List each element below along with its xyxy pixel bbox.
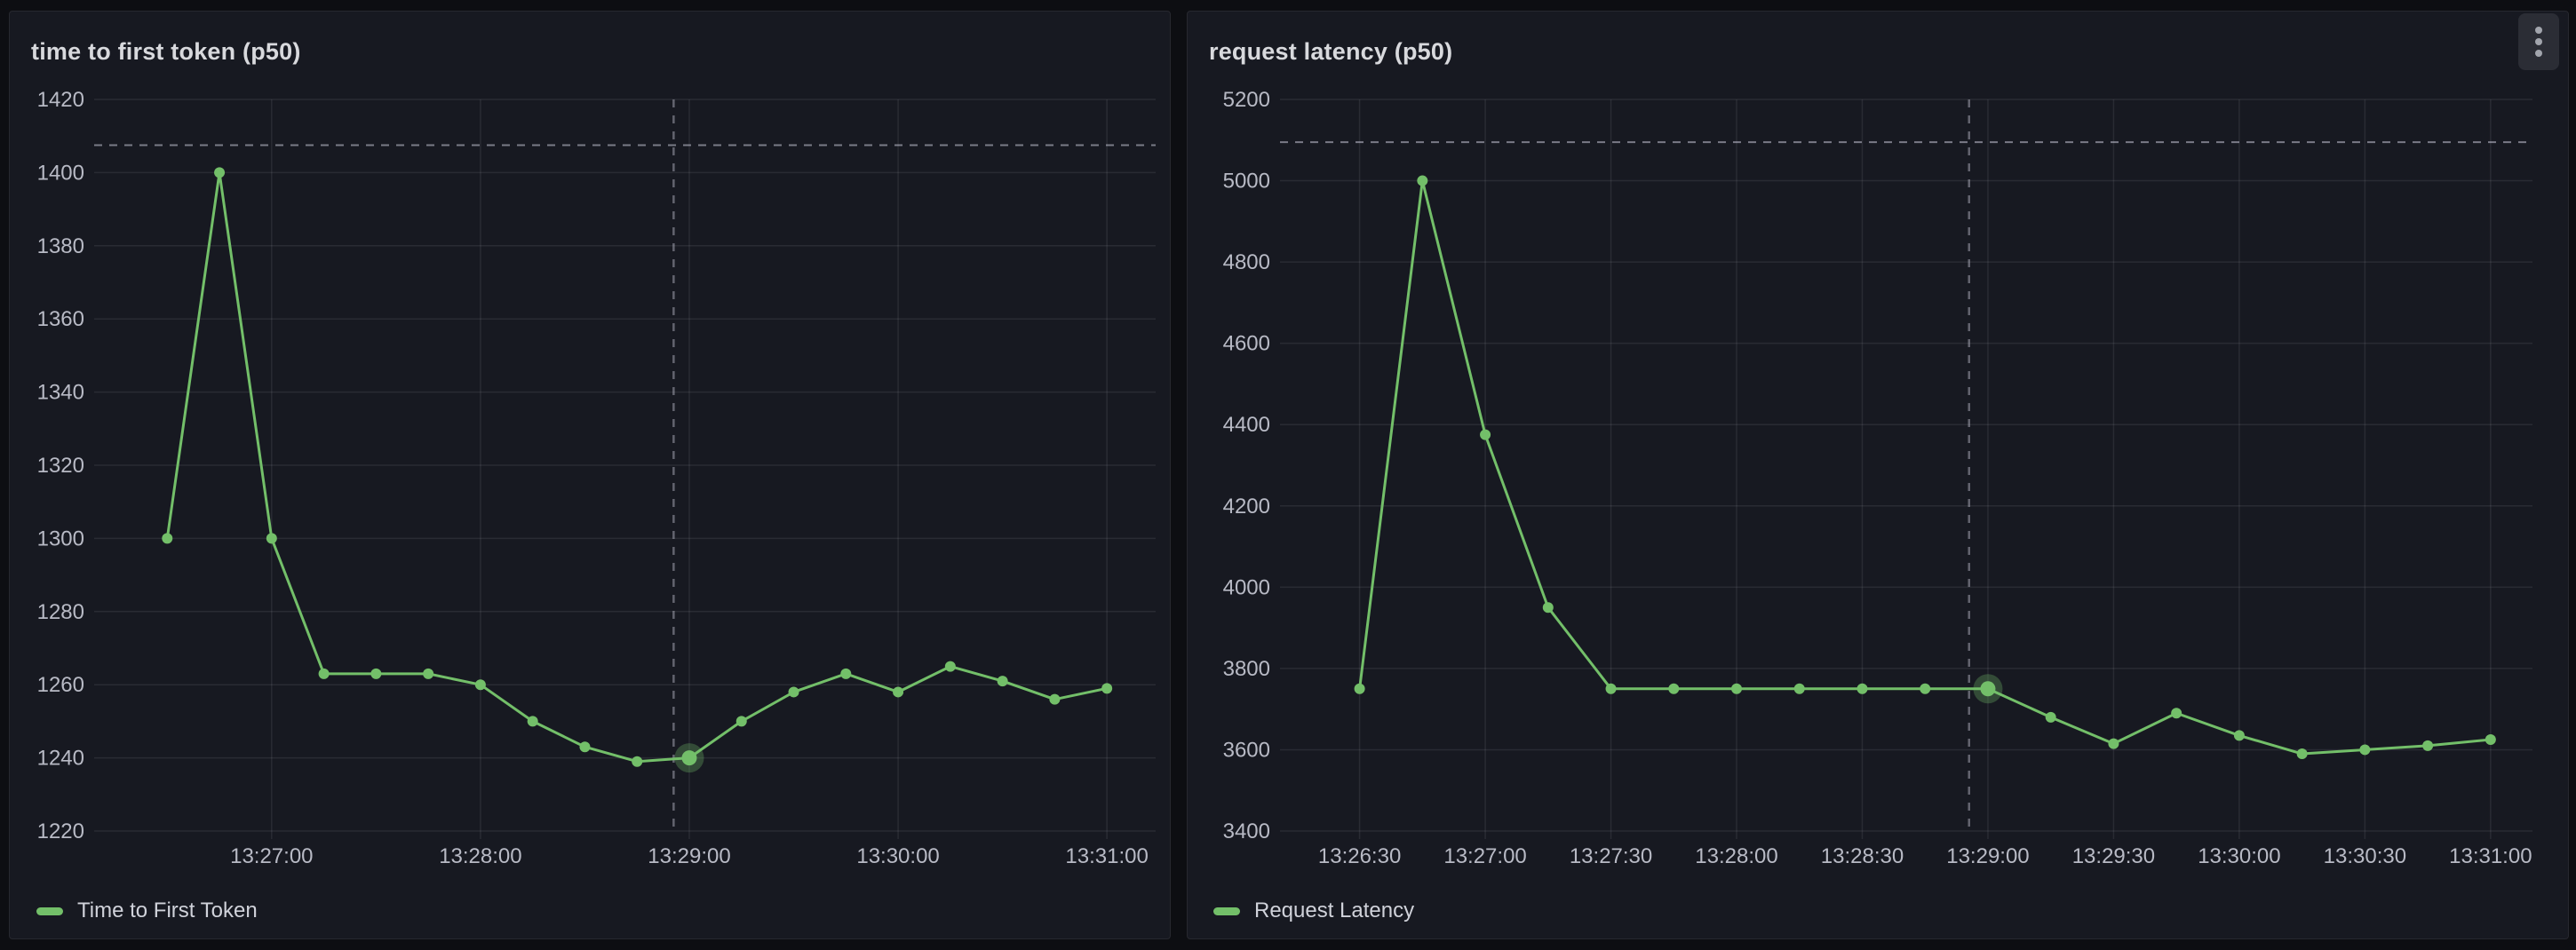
data-point[interactable] <box>840 668 852 679</box>
x-tick-label: 13:28:30 <box>1821 844 1904 868</box>
y-tick-label: 4200 <box>1223 495 1270 519</box>
data-point[interactable] <box>318 668 330 679</box>
panel-title-latency[interactable]: request latency (p50) <box>1209 38 1453 65</box>
data-point[interactable] <box>2108 738 2119 749</box>
data-point[interactable] <box>2422 740 2434 751</box>
data-point[interactable] <box>1101 683 1113 694</box>
axis-tick-labels: 3400 3600 3800 4000 4200 4400 4600 4800 5000 5200… <box>1223 88 2532 868</box>
x-tick-label: 13:26:30 <box>1318 844 1401 868</box>
data-point[interactable] <box>1542 602 1554 614</box>
axis-tick-labels: 1220 1240 1260 1280 1300 1320 1340 1360 1380 1400… <box>37 88 1149 868</box>
legend-swatch-green <box>1213 906 1240 915</box>
y-tick-label: 1260 <box>37 673 84 697</box>
x-tick-label: 13:31:00 <box>1065 844 1148 868</box>
legend-label-ttft[interactable]: Time to First Token <box>77 899 258 922</box>
x-tick-label: 13:27:00 <box>230 844 313 868</box>
legend-label-latency[interactable]: Request Latency <box>1254 899 1415 922</box>
grid-lines <box>1280 99 2532 839</box>
panel-menu-button[interactable] <box>2518 13 2559 70</box>
data-point[interactable] <box>527 716 538 727</box>
y-tick-label: 1300 <box>37 526 84 550</box>
series-points[interactable] <box>162 167 1113 773</box>
data-point[interactable] <box>579 741 591 753</box>
legend-swatch-green <box>36 906 63 915</box>
data-point[interactable] <box>735 716 747 727</box>
data-point[interactable] <box>893 686 904 698</box>
y-tick-label: 1280 <box>37 600 84 624</box>
legend-latency: Request Latency <box>1213 898 1414 924</box>
x-tick-label: 13:28:00 <box>439 844 521 868</box>
x-tick-label: 13:29:00 <box>1946 844 2029 868</box>
panel-request-latency: request latency (p50) 3400 3600 3800 4000 42… <box>1187 11 2569 939</box>
data-point[interactable] <box>214 167 226 178</box>
y-tick-label: 5000 <box>1223 170 1270 194</box>
x-tick-label: 13:30:00 <box>856 844 939 868</box>
y-tick-label: 3800 <box>1223 657 1270 681</box>
x-tick-label: 13:31:00 <box>2449 844 2532 868</box>
data-point[interactable] <box>1668 683 1680 694</box>
data-point[interactable] <box>2359 744 2371 756</box>
x-tick-label: 13:29:30 <box>2072 844 2155 868</box>
data-point[interactable] <box>2171 708 2182 719</box>
x-tick-label: 13:27:00 <box>1443 844 1526 868</box>
x-tick-label: 13:27:30 <box>1570 844 1652 868</box>
data-point[interactable] <box>1920 683 1931 694</box>
data-point[interactable] <box>423 668 434 679</box>
x-tick-label: 13:29:00 <box>648 844 730 868</box>
data-point[interactable] <box>1480 429 1491 440</box>
x-tick-label: 13:30:00 <box>2198 844 2280 868</box>
y-tick-label: 4000 <box>1223 575 1270 599</box>
data-point[interactable] <box>2296 748 2308 760</box>
y-tick-label: 1220 <box>37 819 84 843</box>
y-tick-label: 1360 <box>37 307 84 331</box>
data-point[interactable] <box>997 676 1008 687</box>
data-point[interactable] <box>632 756 643 767</box>
y-tick-label: 4400 <box>1223 413 1270 437</box>
y-tick-label: 1420 <box>37 88 84 112</box>
highlighted-point[interactable] <box>1980 681 1996 697</box>
panel-header: request latency (p50) <box>1188 12 2568 70</box>
data-point[interactable] <box>788 686 799 698</box>
data-point[interactable] <box>2045 711 2056 723</box>
series-line <box>165 170 1109 764</box>
y-tick-label: 1400 <box>37 161 84 185</box>
data-point[interactable] <box>1731 683 1743 694</box>
kebab-menu-icon <box>2535 27 2542 57</box>
legend-ttft: Time to First Token <box>36 898 258 924</box>
data-point[interactable] <box>2485 734 2496 745</box>
data-point[interactable] <box>266 533 277 544</box>
x-tick-label: 13:30:30 <box>2324 844 2406 868</box>
y-tick-label: 4600 <box>1223 332 1270 356</box>
panel-time-to-first-token: time to first token (p50) 1220 1240 1260 12… <box>9 11 1171 939</box>
grid-lines <box>94 99 1156 839</box>
y-tick-label: 5200 <box>1223 88 1270 112</box>
x-tick-label: 13:28:00 <box>1695 844 1777 868</box>
data-point[interactable] <box>2233 730 2245 741</box>
y-tick-label: 3600 <box>1223 738 1270 762</box>
panel-title-ttft[interactable]: time to first token (p50) <box>31 38 301 65</box>
y-tick-label: 1340 <box>37 381 84 405</box>
y-tick-label: 4800 <box>1223 250 1270 274</box>
y-tick-label: 1320 <box>37 454 84 478</box>
y-tick-label: 1380 <box>37 234 84 258</box>
data-point[interactable] <box>1856 683 1868 694</box>
data-point[interactable] <box>1793 683 1805 694</box>
y-tick-label: 3400 <box>1223 819 1270 843</box>
data-point[interactable] <box>944 661 956 672</box>
data-point[interactable] <box>1049 693 1061 705</box>
latency-chart-plot[interactable]: 3400 3600 3800 4000 4200 4400 4600 4800 5000 5200… <box>1188 12 2570 940</box>
data-point[interactable] <box>162 533 173 544</box>
panel-header: time to first token (p50) <box>10 12 1170 70</box>
data-point[interactable] <box>370 668 382 679</box>
series-points[interactable] <box>1354 175 2496 760</box>
data-point[interactable] <box>474 679 486 691</box>
data-point[interactable] <box>1354 683 1365 694</box>
data-point[interactable] <box>1417 175 1428 186</box>
highlighted-point[interactable] <box>681 750 697 766</box>
y-tick-label: 1240 <box>37 747 84 771</box>
ttft-chart-plot[interactable]: 1220 1240 1260 1280 1300 1320 1340 1360 1380 1400… <box>10 12 1172 940</box>
data-point[interactable] <box>1605 683 1617 694</box>
